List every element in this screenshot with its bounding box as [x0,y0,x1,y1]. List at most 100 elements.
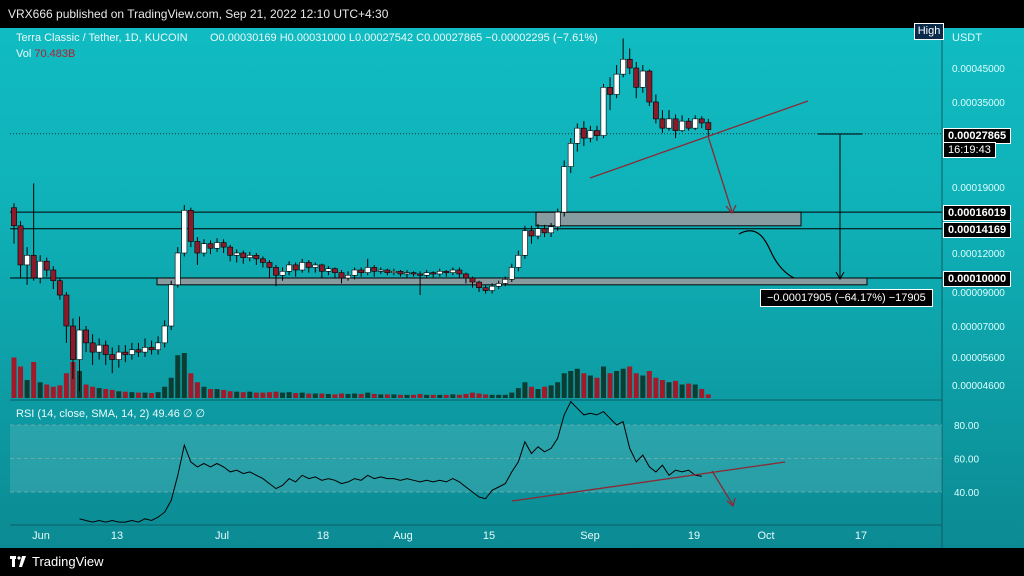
volume-bar [496,394,502,398]
volume-bar [430,394,436,398]
candle-body [312,264,319,268]
volume-bar [201,386,207,398]
candle-body [594,130,600,136]
candle-body [541,228,548,234]
candle-body [279,271,286,276]
volume-bar [325,393,331,398]
volume-bar [653,377,659,398]
candle-body [292,264,299,271]
time-tick-label: Jul [215,530,229,542]
candle-body [567,143,574,167]
volume-bar [11,357,17,398]
volume-bar [640,375,646,398]
volume-bar [31,362,37,398]
candle-body [50,269,57,281]
volume-bar [358,393,364,398]
volume-bar [692,384,698,398]
volume-bar [168,377,174,398]
candle-body [489,285,496,291]
volume-bar [175,355,181,398]
candle-body [273,267,279,276]
volume-bar [581,373,587,398]
rsi-tick-label: 40.00 [954,488,979,499]
candle-body [482,287,489,291]
projected-path [738,230,795,279]
volume-bar [535,389,541,398]
volume-bar [587,375,593,398]
rsi-legend[interactable]: RSI (14, close, SMA, 14, 2) 49.46 ∅ ∅ [16,408,206,420]
candle-body [574,127,581,144]
volume-bar [286,392,292,398]
candle-body [194,241,201,254]
volume-bar [522,382,528,398]
candle-body [115,351,122,360]
volume-bar [260,392,266,398]
candle-body [371,267,378,272]
volume-bar [345,393,351,398]
volume-bar [633,373,639,398]
currency-label: USDT [952,32,982,44]
volume-bar [378,394,384,398]
candle-body [626,58,633,69]
measure-label: −0.00017905 (−64.17%) −17905 [760,289,933,307]
measure-arrowhead [835,271,845,281]
candle-body [122,351,129,355]
candle-body [679,120,685,131]
candle-body [109,354,116,360]
volume-bar [247,391,253,398]
rsi-trendline [511,461,786,502]
volume-bar [227,391,233,398]
candle-body [639,70,646,88]
candle-body [56,280,63,296]
candle-body [63,294,70,327]
level-badge-3: 0.00010000 [943,271,1012,287]
candle-body [89,342,96,353]
candle-body [535,228,541,237]
candle-body [161,325,168,344]
rsi-arrowhead [726,497,736,508]
candle-body [233,252,240,256]
candle-body [201,243,207,254]
volume-bar [424,394,430,398]
volume-bar [240,392,246,398]
volume-bar [699,389,705,398]
volume-bar [502,394,508,398]
volume-bar [253,392,259,398]
candle-body [652,101,659,120]
volume-bar [509,392,515,398]
volume-bar [391,394,397,398]
candle-body [502,279,509,284]
candle-body [286,264,292,272]
price-tick-label: 0.00004600 [952,381,1005,392]
rsi-line [79,400,702,523]
rsi-tick-label: 80.00 [954,421,979,432]
candle-body [554,211,561,228]
volume-label: Vol [16,48,32,60]
candle-body [423,272,430,276]
volume-bar [312,393,318,398]
volume-bar [411,394,417,398]
candle-body [561,166,568,213]
bottom-bar: TradingView [0,548,1024,576]
candle-body [672,118,679,131]
candle-body [220,242,227,248]
symbol-legend[interactable]: Terra Classic / Tether, 1D, KUCOIN [16,32,188,44]
candle-body [142,347,148,353]
volume-bar [37,382,43,398]
candle-body [580,127,587,139]
tradingview-logo[interactable]: TradingView [10,554,104,569]
volume-bar [443,394,449,398]
ohlc-legend: O0.00030169 H0.00031000 L0.00027542 C0.0… [210,32,598,44]
time-tick-label: 17 [855,530,867,542]
volume-bar [208,389,213,398]
candle-body [351,269,358,276]
candle-body [299,262,306,271]
volume-bar [188,373,194,398]
projection-arrow-line [707,135,733,213]
candle-body [384,269,391,273]
candle-body [476,281,482,288]
volume-bar [417,393,423,398]
candle-body [417,273,423,276]
candle-body [338,272,345,279]
